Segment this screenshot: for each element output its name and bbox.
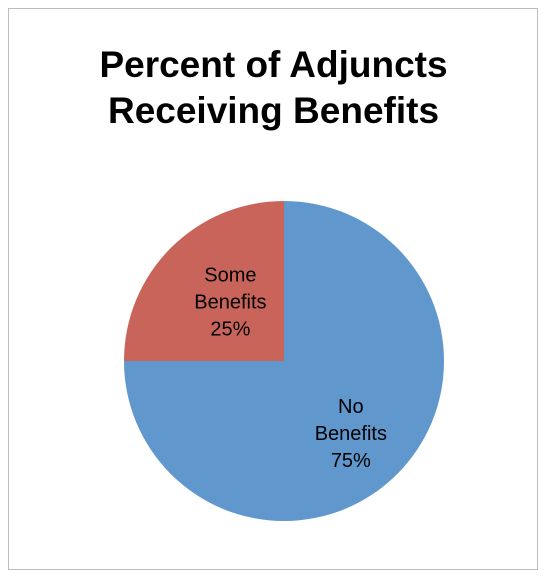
slice-label-0-line-0: No: [338, 396, 364, 418]
slice-label-1-line-0: Some: [204, 265, 256, 287]
chart-title-line-1: Percent of Adjuncts: [99, 44, 448, 85]
chart-title: Percent of Adjuncts Receiving Benefits: [0, 42, 547, 134]
slice-label-1-line-2: 25%: [210, 319, 250, 341]
pie-slice-1: [124, 201, 284, 361]
chart-title-line-2: Receiving Benefits: [107, 90, 440, 131]
slice-label-1-line-1: Benefits: [194, 292, 266, 314]
slice-label-0-line-1: Benefits: [315, 423, 387, 445]
slice-label-0-line-2: 75%: [331, 450, 371, 472]
